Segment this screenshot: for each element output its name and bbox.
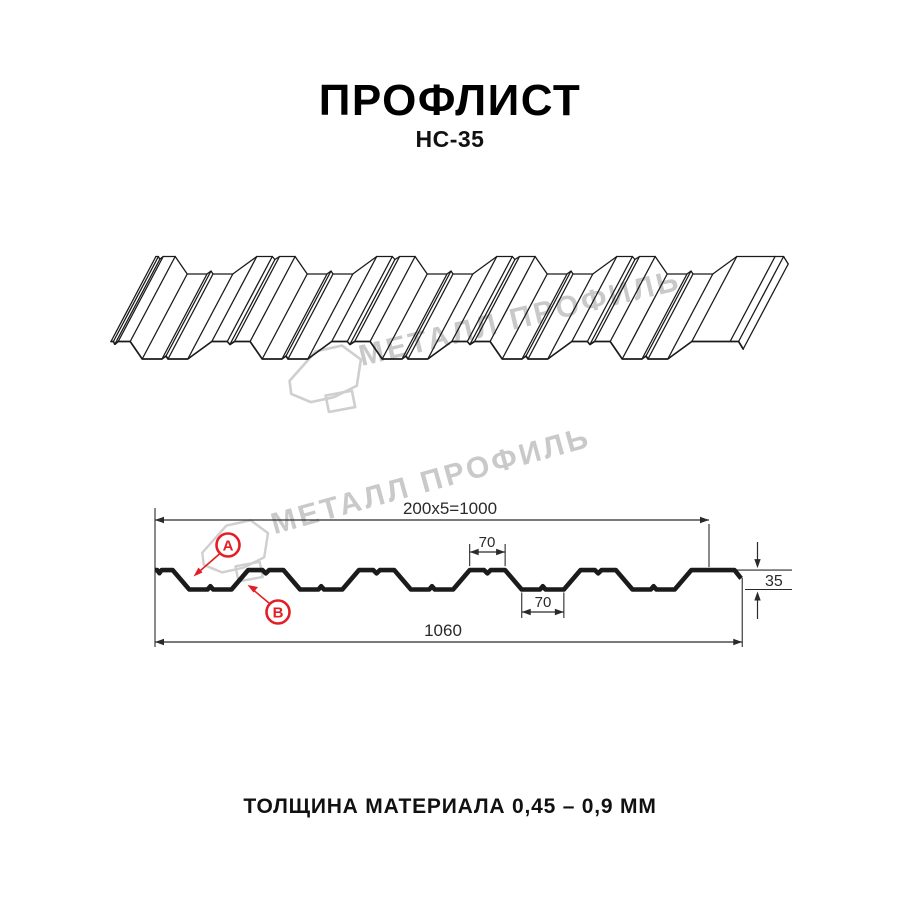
watermark-text: МЕТАЛЛ ПРОФИЛЬ xyxy=(355,263,685,373)
metall-profil-logo-icon xyxy=(283,343,365,417)
watermark-text: МЕТАЛЛ ПРОФИЛЬ xyxy=(267,420,595,541)
metall-profil-logo-icon xyxy=(196,518,272,586)
